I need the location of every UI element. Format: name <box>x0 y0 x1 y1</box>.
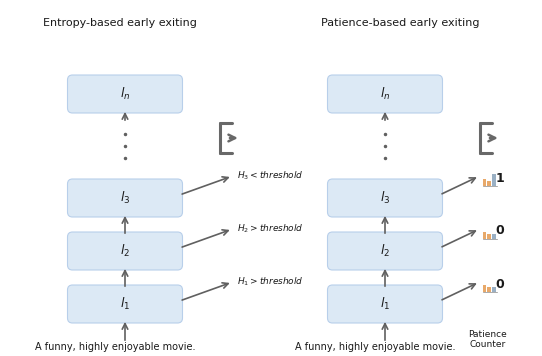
Text: $l_{3}$: $l_{3}$ <box>380 190 390 206</box>
Text: Patience-based early exiting: Patience-based early exiting <box>321 18 479 28</box>
Text: $l_{1}$: $l_{1}$ <box>380 296 390 312</box>
Text: $l_{2}$: $l_{2}$ <box>120 243 130 259</box>
Text: A funny, highly enjoyable movie.: A funny, highly enjoyable movie. <box>35 342 195 352</box>
Text: 1: 1 <box>495 172 505 184</box>
Bar <box>492 234 495 239</box>
Text: $l_{3}$: $l_{3}$ <box>120 190 130 206</box>
Text: $H_2 > threshold$: $H_2 > threshold$ <box>236 223 303 235</box>
Bar <box>487 180 491 186</box>
Bar <box>492 287 495 292</box>
FancyBboxPatch shape <box>68 179 183 217</box>
Text: Entropy-based early exiting: Entropy-based early exiting <box>43 18 197 28</box>
Text: 0: 0 <box>495 277 505 290</box>
Text: $H_3 < threshold$: $H_3 < threshold$ <box>236 170 303 182</box>
Text: $l_{n}$: $l_{n}$ <box>380 86 390 102</box>
FancyBboxPatch shape <box>327 75 442 113</box>
Text: $H_1 > threshold$: $H_1 > threshold$ <box>236 276 303 288</box>
Bar <box>482 178 486 186</box>
Text: $l_{n}$: $l_{n}$ <box>120 86 130 102</box>
Bar <box>482 284 486 292</box>
Text: Patience
Counter: Patience Counter <box>468 330 507 349</box>
Text: 0: 0 <box>495 225 505 237</box>
Text: A funny, highly enjoyable movie.: A funny, highly enjoyable movie. <box>295 342 455 352</box>
FancyBboxPatch shape <box>68 232 183 270</box>
Text: $l_{1}$: $l_{1}$ <box>120 296 130 312</box>
FancyBboxPatch shape <box>327 232 442 270</box>
FancyBboxPatch shape <box>327 179 442 217</box>
FancyBboxPatch shape <box>327 285 442 323</box>
Bar <box>492 174 495 186</box>
FancyBboxPatch shape <box>68 285 183 323</box>
Bar <box>487 234 491 239</box>
FancyBboxPatch shape <box>68 75 183 113</box>
Text: $l_{2}$: $l_{2}$ <box>380 243 390 259</box>
Bar <box>487 287 491 292</box>
Bar <box>482 231 486 239</box>
